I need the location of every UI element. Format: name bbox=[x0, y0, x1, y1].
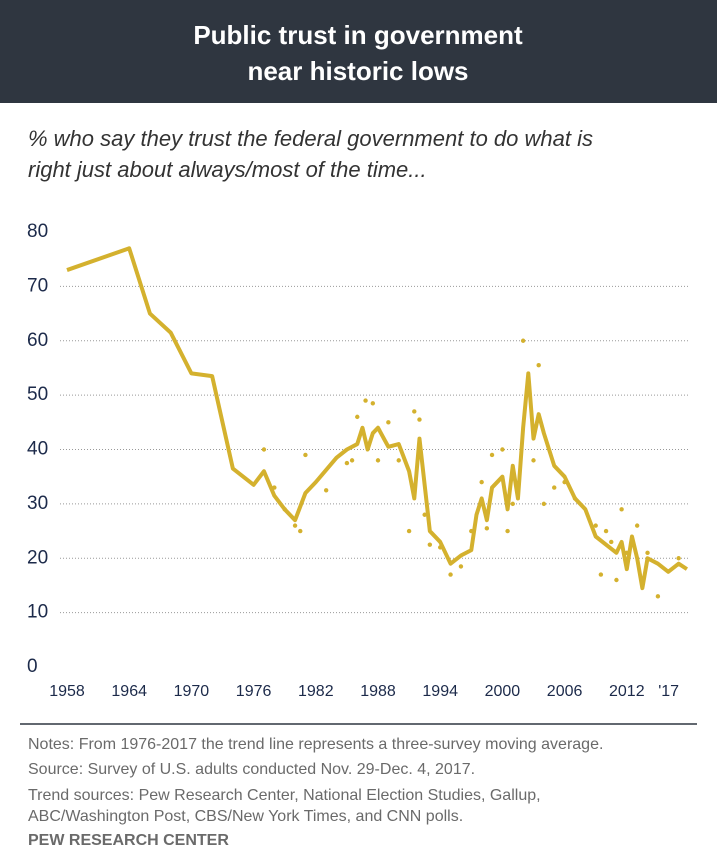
survey-point bbox=[370, 401, 376, 406]
survey-point bbox=[386, 420, 391, 425]
survey-point bbox=[458, 564, 464, 569]
survey-point bbox=[531, 458, 536, 463]
survey-point bbox=[355, 414, 360, 420]
survey-point bbox=[298, 528, 303, 534]
x-tick-label: 2012 bbox=[609, 683, 645, 700]
x-tick-label: 1970 bbox=[174, 683, 210, 700]
header-bar bbox=[0, 0, 717, 103]
chart-title: Public trust in government bbox=[193, 20, 523, 50]
survey-point bbox=[282, 507, 287, 512]
survey-point bbox=[505, 528, 510, 534]
survey-point bbox=[541, 501, 547, 507]
note: Trend sources: Pew Research Center, Nati… bbox=[28, 787, 541, 804]
survey-point bbox=[272, 485, 277, 490]
survey-point bbox=[412, 409, 417, 414]
survey-point bbox=[619, 507, 624, 512]
survey-point bbox=[645, 550, 650, 556]
subtitle: right just about always/most of the time… bbox=[28, 157, 427, 182]
survey-point bbox=[572, 496, 578, 501]
y-tick-label: 10 bbox=[27, 602, 48, 623]
survey-point bbox=[484, 526, 490, 531]
survey-point bbox=[500, 447, 505, 452]
y-tick-label: 30 bbox=[27, 493, 48, 514]
survey-point bbox=[344, 460, 350, 466]
survey-point bbox=[603, 528, 609, 534]
trend-line bbox=[66, 246, 689, 591]
survey-point bbox=[609, 539, 614, 545]
survey-point bbox=[624, 550, 629, 556]
survey-point bbox=[438, 545, 443, 550]
survey-point bbox=[562, 479, 567, 485]
survey-point bbox=[614, 577, 619, 583]
subtitle: % who say they trust the federal governm… bbox=[28, 126, 593, 151]
source: PEW RESEARCH CENTER bbox=[28, 832, 229, 849]
survey-point bbox=[520, 338, 526, 343]
chart-title: near historic lows bbox=[247, 56, 468, 86]
survey-point bbox=[363, 398, 368, 403]
y-tick-label: 20 bbox=[27, 547, 48, 568]
survey-point bbox=[261, 447, 267, 452]
survey-point bbox=[323, 488, 329, 493]
y-tick-label: 60 bbox=[27, 330, 48, 351]
survey-point bbox=[552, 485, 557, 490]
survey-point bbox=[396, 458, 401, 463]
survey-point bbox=[422, 512, 427, 517]
survey-point bbox=[427, 542, 433, 547]
survey-point bbox=[676, 556, 681, 561]
survey-point bbox=[479, 479, 484, 485]
survey-point bbox=[349, 458, 355, 463]
x-tick-label: '17 bbox=[658, 683, 679, 700]
y-tick-label: 70 bbox=[27, 275, 48, 296]
survey-point bbox=[292, 523, 298, 528]
note: ABC/Washington Post, CBS/New York Times,… bbox=[28, 808, 463, 825]
x-tick-label: 1964 bbox=[111, 683, 147, 700]
y-tick-label: 40 bbox=[27, 439, 48, 460]
x-tick-label: 1982 bbox=[298, 683, 334, 700]
survey-point bbox=[634, 523, 640, 528]
survey-point bbox=[593, 523, 598, 528]
survey-point bbox=[469, 528, 474, 534]
y-tick-label: 80 bbox=[27, 221, 48, 242]
survey-point bbox=[375, 458, 381, 463]
survey-point bbox=[303, 452, 308, 458]
y-tick-label: 50 bbox=[27, 384, 48, 405]
survey-point bbox=[536, 363, 541, 368]
x-tick-label: 1976 bbox=[236, 683, 272, 700]
x-tick-label: 1994 bbox=[422, 683, 458, 700]
note: Source: Survey of U.S. adults conducted … bbox=[28, 761, 475, 778]
y-tick-label: 0 bbox=[27, 656, 38, 677]
survey-point bbox=[598, 572, 604, 577]
survey-point bbox=[655, 594, 661, 599]
x-tick-label: 1958 bbox=[49, 683, 85, 700]
x-tick-label: 2006 bbox=[547, 683, 583, 700]
x-tick-label: 1988 bbox=[360, 683, 396, 700]
x-tick-label: 2000 bbox=[485, 683, 521, 700]
survey-point bbox=[448, 572, 453, 577]
survey-point bbox=[417, 417, 422, 422]
survey-point bbox=[489, 452, 495, 458]
survey-point bbox=[406, 528, 412, 534]
survey-point bbox=[510, 501, 515, 507]
note: Notes: From 1976-2017 the trend line rep… bbox=[28, 736, 603, 753]
